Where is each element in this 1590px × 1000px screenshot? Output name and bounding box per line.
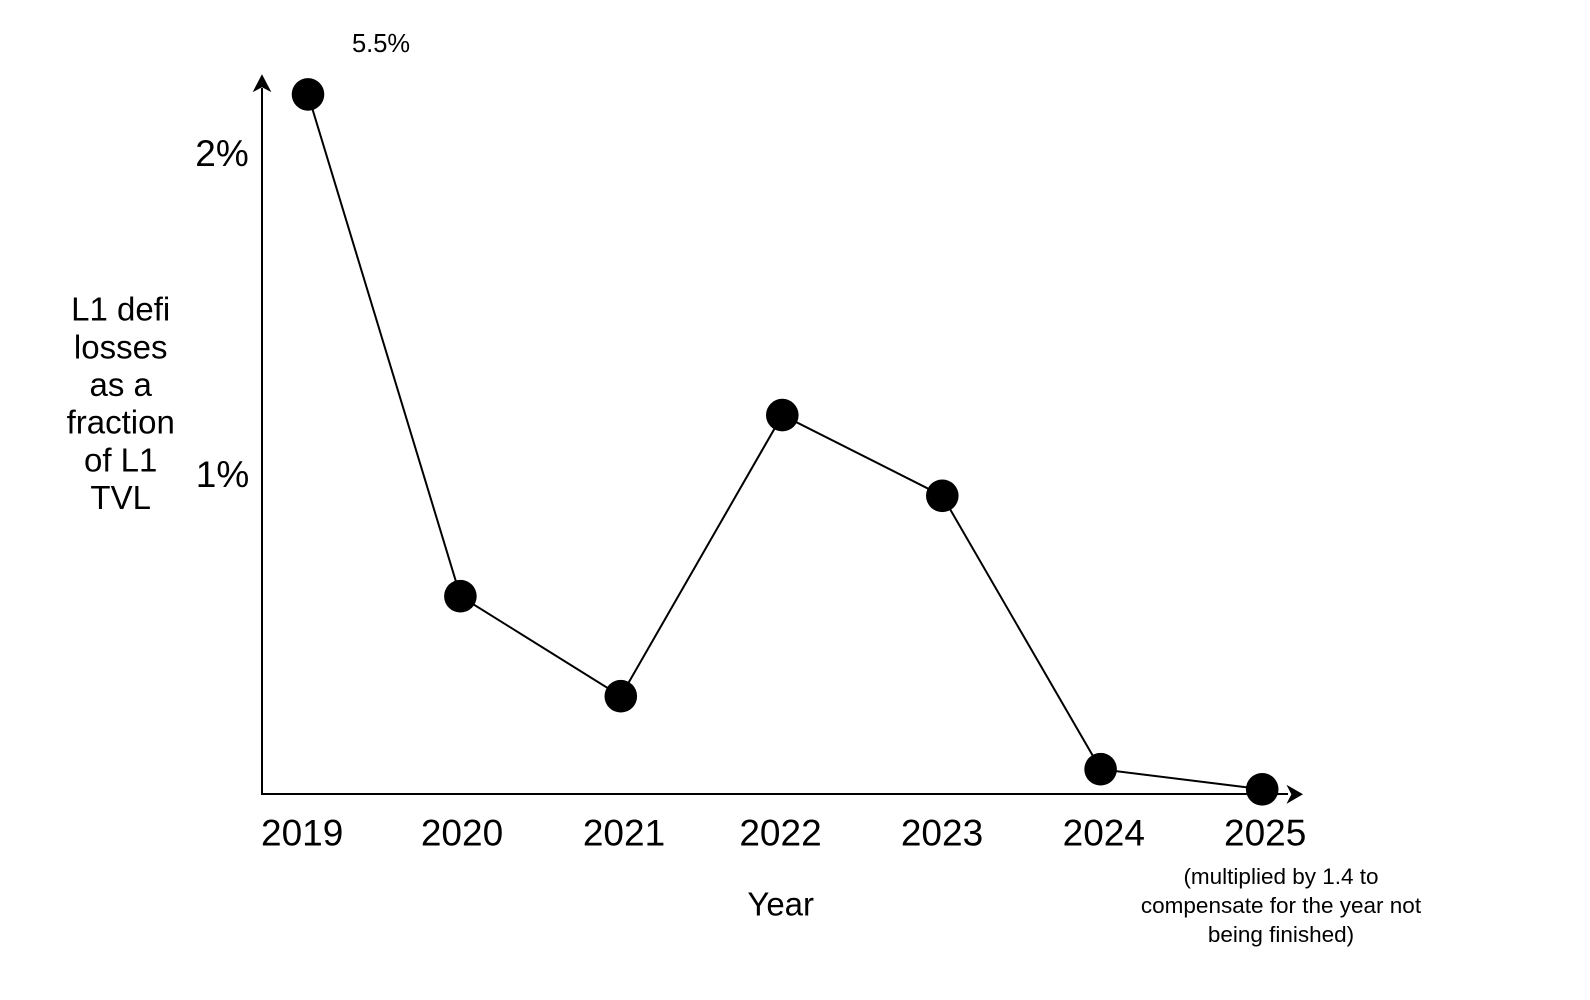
svg-text:5.5%: 5.5% (352, 30, 410, 58)
svg-text:2022: 2022 (739, 812, 821, 853)
svg-text:2023: 2023 (901, 812, 983, 853)
svg-text:L1 defi: L1 defi (71, 291, 170, 328)
svg-text:losses: losses (74, 328, 168, 365)
svg-text:compensate for the year not: compensate for the year not (1141, 893, 1422, 918)
svg-text:fraction: fraction (67, 404, 175, 441)
svg-text:2%: 2% (195, 133, 248, 174)
svg-text:of L1: of L1 (84, 441, 157, 478)
svg-text:TVL: TVL (90, 479, 151, 516)
svg-text:1%: 1% (196, 454, 249, 495)
svg-text:2025: 2025 (1224, 812, 1306, 853)
svg-text:2019: 2019 (261, 812, 343, 853)
svg-text:2021: 2021 (583, 812, 665, 853)
svg-text:2020: 2020 (421, 812, 503, 853)
svg-text:being finished): being finished) (1208, 922, 1354, 947)
svg-text:as a: as a (90, 366, 153, 403)
svg-text:Year: Year (747, 886, 814, 923)
svg-text:(multiplied by 1.4 to: (multiplied by 1.4 to (1183, 864, 1378, 889)
svg-text:2024: 2024 (1063, 812, 1145, 853)
